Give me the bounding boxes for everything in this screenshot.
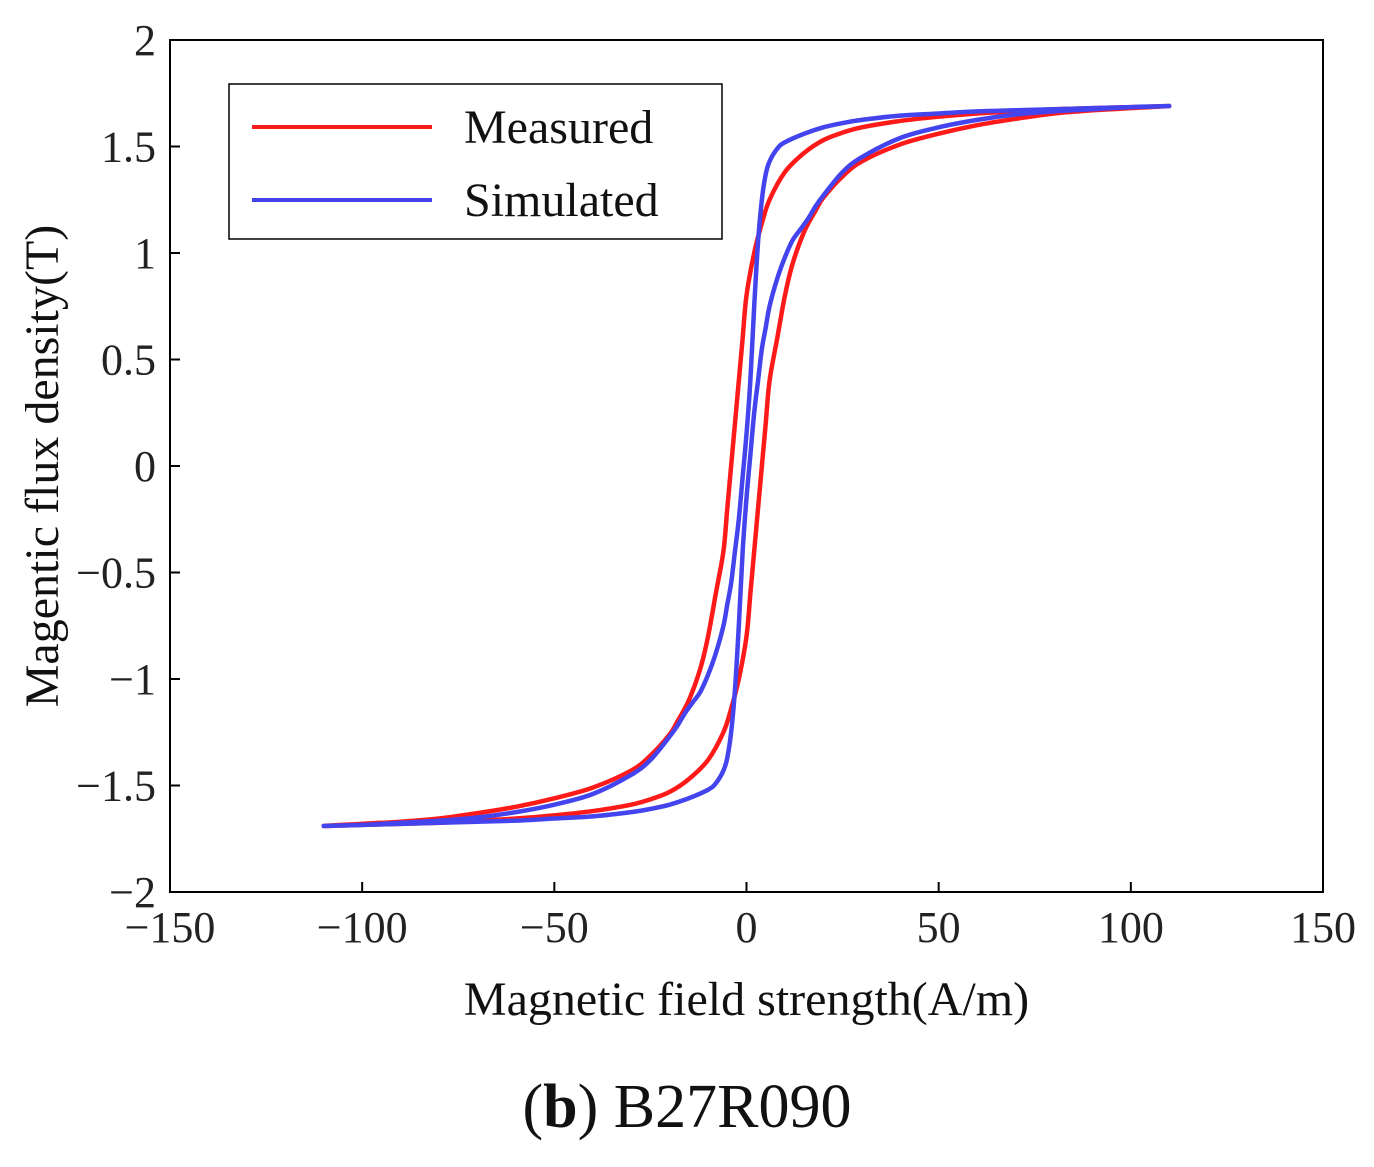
y-tick-label: 1 — [134, 229, 156, 278]
caption-letter: b — [543, 1073, 578, 1141]
y-tick-label: −1.5 — [76, 762, 156, 811]
x-tick-label: −50 — [520, 903, 589, 952]
y-tick-label: 0 — [134, 442, 156, 491]
y-tick-label: 0.5 — [101, 336, 156, 385]
legend-box — [228, 83, 723, 240]
series-layer — [321, 103, 1172, 829]
y-axis-label: Magentic flux density(T) — [16, 225, 69, 708]
legend: Measured Simulated — [228, 83, 723, 240]
y-tick-label: −0.5 — [76, 549, 156, 598]
x-tick-label: −100 — [317, 903, 408, 952]
caption-text: B27R090 — [613, 1073, 852, 1141]
x-tick-label: −150 — [125, 903, 216, 952]
x-tick-label: 0 — [736, 903, 758, 952]
x-tick-label: 50 — [917, 903, 961, 952]
y-tick-label: −2 — [109, 868, 156, 917]
caption-open-paren: ( — [522, 1073, 544, 1141]
caption-close-paren: ) — [577, 1073, 599, 1141]
y-tick-label: 1.5 — [101, 123, 156, 172]
x-axis-ticks: −150 −100 −50 0 50 100 150 — [125, 882, 1356, 952]
y-axis-ticks: −2 −1.5 −1 −0.5 0 0.5 1 1.5 2 — [76, 16, 180, 917]
hysteresis-chart: −150 −100 −50 0 50 100 150 −2 −1.5 −1 −0.5 0 0.5 1 1.… — [16, 16, 1356, 1026]
x-tick-label: 100 — [1098, 903, 1164, 952]
x-tick-label: 150 — [1290, 903, 1356, 952]
figure-caption: (b) B27R090 — [0, 1072, 1374, 1143]
y-tick-label: 2 — [134, 16, 156, 65]
x-axis-label: Magnetic field strength(A/m) — [464, 973, 1029, 1026]
legend-label-simulated: Simulated — [464, 174, 659, 227]
series-line-simulated — [321, 103, 1172, 829]
y-tick-label: −1 — [109, 655, 156, 704]
legend-label-measured: Measured — [464, 101, 653, 154]
